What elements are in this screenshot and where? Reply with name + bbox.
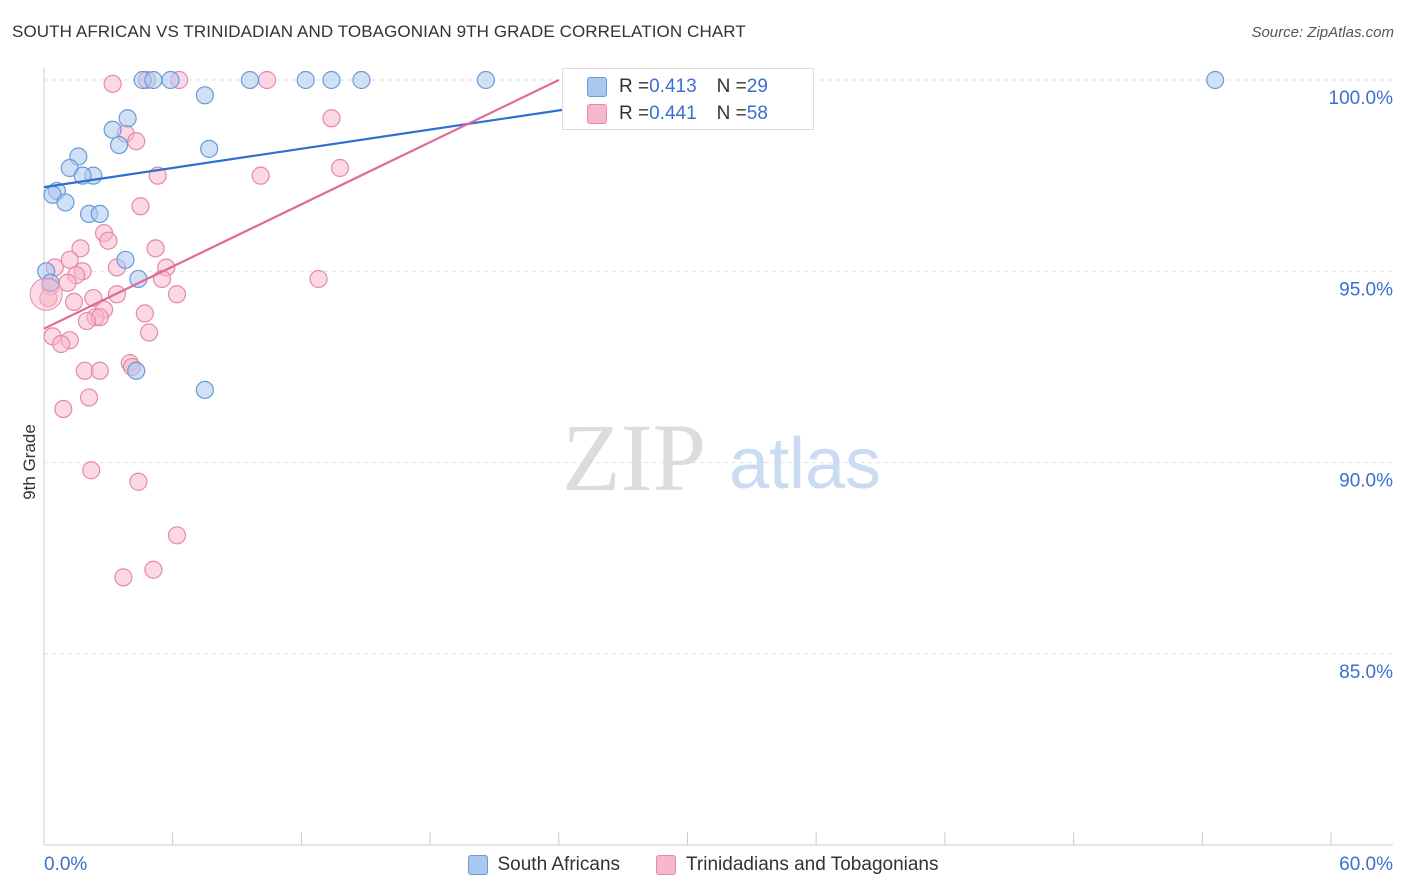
n-value: 29 — [746, 76, 768, 97]
data-point — [1206, 70, 1225, 90]
data-point — [167, 285, 187, 304]
data-point — [127, 132, 146, 151]
data-point — [144, 70, 163, 90]
data-point — [476, 70, 495, 90]
n-value: 58 — [746, 103, 768, 124]
data-point — [200, 139, 219, 158]
data-point — [322, 70, 341, 90]
data-point — [90, 361, 109, 380]
grid-layer — [44, 79, 1393, 655]
watermark-zip: ZIP — [562, 404, 706, 511]
watermark: ZIP atlas — [562, 404, 881, 511]
data-point — [109, 135, 129, 155]
r-label: R = — [619, 103, 650, 124]
trend-line — [43, 79, 560, 330]
data-point — [116, 250, 135, 269]
data-point — [152, 269, 172, 289]
data-point — [240, 70, 260, 90]
stats-legend: R = 0.413 N = 29 R = 0.441 N = 58 — [562, 68, 814, 130]
legend-label: South Africans — [497, 854, 621, 875]
r-label: R = — [619, 76, 650, 97]
n-label: N = — [716, 103, 747, 124]
data-point — [251, 166, 270, 185]
x-tick-label: 60.0% — [1339, 854, 1393, 875]
data-point — [71, 239, 90, 258]
data-point — [90, 204, 109, 224]
data-point — [131, 197, 150, 216]
data-point — [77, 311, 97, 331]
x-tick-label: 0.0% — [44, 854, 87, 875]
legend-swatch-pink — [656, 855, 677, 875]
data-point — [60, 250, 79, 269]
data-point — [127, 361, 146, 380]
chart-title: SOUTH AFRICAN VS TRINIDADIAN AND TOBAGON… — [12, 22, 746, 41]
legend-swatch-blue — [467, 855, 488, 875]
data-point — [135, 304, 154, 323]
y-tick-label: 100.0% — [1329, 88, 1394, 109]
y-axis-title: 9th Grade — [20, 424, 39, 500]
stats-row-trinidadians: R = 0.441 N = 58 — [587, 101, 768, 127]
data-point — [99, 231, 118, 250]
axis-layer — [43, 68, 1393, 846]
data-point — [64, 292, 84, 312]
r-value: 0.441 — [649, 103, 697, 124]
data-point — [82, 461, 101, 480]
bottom-legend: South Africans Trinidadians and Tobagoni… — [0, 850, 1406, 880]
data-point — [129, 472, 148, 491]
watermark-atlas: atlas — [729, 424, 881, 504]
data-point — [161, 70, 180, 90]
data-point — [29, 277, 63, 311]
data-point — [54, 399, 73, 419]
data-point — [146, 239, 165, 258]
data-point — [296, 70, 315, 90]
data-point — [195, 86, 214, 105]
y-tick-label: 85.0% — [1339, 662, 1393, 683]
data-point — [79, 388, 99, 407]
stats-row-south-africans: R = 0.413 N = 29 — [587, 74, 768, 100]
n-label: N = — [716, 76, 747, 97]
label-layer: 85.0% 90.0% 95.0% 100.0% 0.0% 60.0% 9th Grade — [20, 88, 1393, 875]
y-tick-label: 90.0% — [1339, 471, 1393, 492]
y-tick-label: 95.0% — [1339, 279, 1393, 300]
data-point — [330, 158, 350, 178]
stats-swatch-pink — [587, 104, 607, 124]
data-point — [167, 526, 187, 545]
data-point — [140, 323, 159, 342]
data-point — [56, 193, 75, 212]
legend-item-trinidadians[interactable]: Trinidadians and Tobagonians — [656, 854, 939, 876]
data-point — [118, 109, 137, 128]
data-point — [195, 380, 214, 400]
data-point — [352, 70, 371, 90]
data-point — [114, 568, 133, 587]
source-label: Source: ZipAtlas.com — [1251, 24, 1394, 41]
data-point — [257, 70, 277, 90]
stats-swatch-blue — [587, 77, 607, 97]
data-point — [322, 109, 341, 128]
legend-item-south-africans[interactable]: South Africans — [467, 854, 621, 876]
data-point — [144, 560, 163, 579]
data-point — [103, 120, 122, 139]
points-layer — [29, 70, 1225, 587]
legend-label: Trinidadians and Tobagonians — [686, 854, 939, 875]
data-point — [309, 269, 328, 289]
data-point — [52, 334, 71, 354]
data-point — [103, 74, 122, 93]
r-value: 0.413 — [649, 76, 697, 97]
